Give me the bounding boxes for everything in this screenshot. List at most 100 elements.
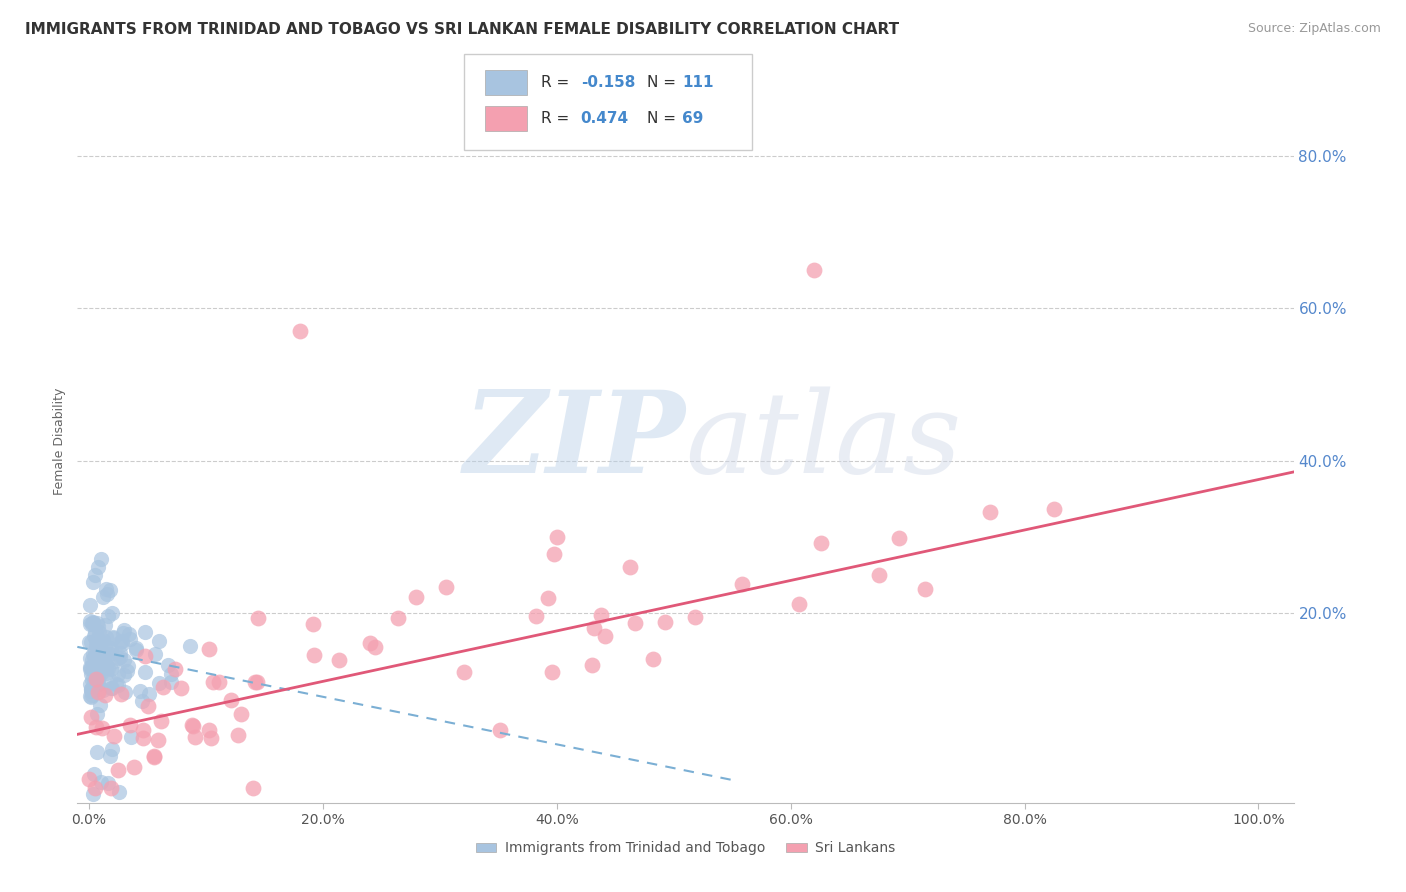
Point (79, 681, 101, 696)
Point (107, 666, 129, 681)
Point (84, 632, 107, 647)
Point (87, 685, 110, 699)
Point (83, 643, 105, 657)
Point (583, 621, 606, 635)
Point (86, 653, 108, 667)
Text: Source: ZipAtlas.com: Source: ZipAtlas.com (1247, 22, 1381, 36)
Text: -0.158: -0.158 (581, 75, 636, 89)
Point (94, 617, 117, 632)
Point (108, 646, 131, 660)
Point (524, 609, 547, 624)
Point (112, 653, 135, 667)
Point (100, 662, 122, 676)
Point (122, 760, 145, 774)
Point (889, 532, 911, 546)
Point (134, 625, 156, 640)
Point (120, 632, 142, 646)
Point (979, 505, 1001, 519)
Point (83, 567, 105, 582)
Text: R =: R = (541, 112, 575, 126)
Point (103, 654, 125, 668)
Point (591, 608, 613, 623)
Point (91, 722, 114, 736)
Point (546, 530, 568, 544)
Point (83, 629, 105, 643)
Point (94, 688, 117, 702)
Point (83, 660, 105, 674)
Point (789, 597, 811, 611)
Point (387, 611, 409, 625)
Point (86, 632, 108, 647)
Point (86, 640, 108, 655)
Point (202, 674, 225, 689)
Point (96, 659, 118, 673)
Point (80, 690, 103, 704)
Point (114, 684, 136, 698)
Point (132, 723, 155, 738)
Point (1043, 502, 1066, 516)
Point (101, 631, 124, 645)
Point (100, 643, 122, 657)
Point (80, 661, 103, 675)
Point (100, 681, 122, 695)
Point (101, 606, 124, 620)
Point (143, 748, 166, 763)
Point (160, 675, 183, 690)
Point (79, 689, 101, 703)
Point (103, 729, 125, 743)
Point (84, 676, 107, 690)
Point (101, 742, 124, 756)
Point (134, 649, 156, 664)
Point (77, 635, 100, 649)
Point (86, 677, 108, 691)
Point (125, 642, 148, 657)
Point (619, 559, 641, 574)
Point (87, 676, 110, 690)
Point (79, 614, 101, 628)
Point (108, 634, 131, 648)
Point (242, 780, 264, 795)
Point (246, 675, 269, 690)
Point (181, 718, 204, 732)
Point (101, 630, 124, 644)
Text: R =: R = (541, 75, 575, 89)
Point (98, 582, 121, 597)
Point (152, 680, 174, 694)
Point (80, 689, 103, 703)
Point (288, 324, 311, 338)
Point (624, 615, 647, 630)
Point (108, 650, 131, 665)
Point (79, 651, 101, 665)
Point (82, 615, 104, 629)
Point (80, 616, 103, 631)
Point (143, 647, 166, 661)
Point (364, 640, 387, 654)
Point (97, 776, 120, 790)
Point (89, 640, 111, 654)
Point (82, 615, 104, 630)
Point (82, 648, 104, 662)
Point (226, 728, 249, 742)
Point (86, 672, 108, 686)
Point (107, 677, 129, 691)
Point (112, 625, 135, 640)
Point (184, 730, 207, 744)
Point (89, 640, 111, 654)
Point (87, 666, 110, 681)
Point (82, 660, 104, 674)
Point (94, 640, 117, 654)
Point (138, 687, 160, 701)
Point (231, 706, 253, 721)
Point (142, 749, 165, 764)
Point (124, 640, 146, 655)
Point (117, 659, 139, 673)
Point (83, 657, 105, 671)
Point (132, 731, 155, 746)
Point (179, 640, 201, 654)
Point (107, 763, 129, 777)
Point (96, 609, 118, 624)
Point (91, 651, 114, 665)
Point (148, 733, 170, 747)
Point (87, 619, 110, 633)
Point (134, 665, 156, 680)
